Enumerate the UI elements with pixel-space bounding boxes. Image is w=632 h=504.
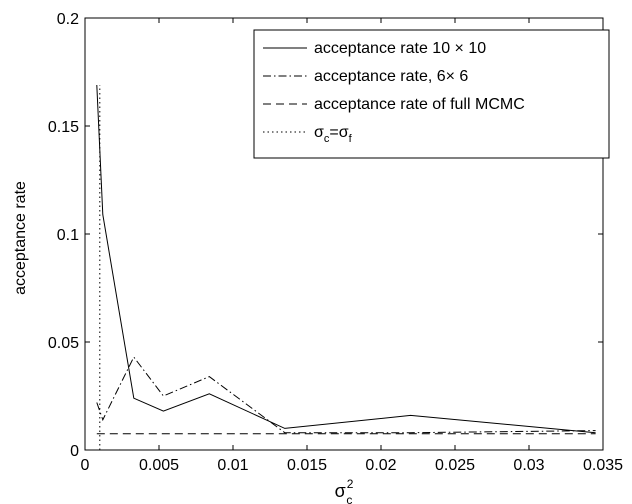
x-tick-label: 0.015 [287, 457, 327, 474]
y-axis-label: acceptance rate [12, 181, 29, 295]
legend-label-10x10: acceptance rate 10 × 10 [314, 40, 486, 57]
y-tick-label: 0.15 [48, 119, 79, 136]
y-tick-label: 0.05 [48, 335, 79, 352]
y-tick-label: 0.1 [57, 227, 79, 244]
axis-ticks: 0 0.005 0.01 0.015 0.02 0.025 0.03 0.035 0 0.05 0.… [48, 11, 623, 474]
x-tick-label: 0.03 [513, 457, 544, 474]
x-axis-label-subscript: c [346, 493, 352, 504]
x-axis-label-symbol: σ [335, 481, 346, 501]
series-lines [96, 84, 596, 450]
x-tick-label: 0.005 [139, 457, 179, 474]
series-line-0 [96, 84, 596, 434]
legend-label-6x6: acceptance rate, 6× 6 [314, 68, 468, 85]
x-axis-label: σ2 c [335, 477, 354, 504]
y-tick-label: 0 [70, 443, 79, 460]
legend-label-sigma: σc=σf [314, 124, 353, 145]
x-tick-label: 0 [81, 457, 90, 474]
legend-box [253, 29, 610, 159]
legend: acceptance rate 10 × 10 acceptance rate,… [253, 29, 610, 159]
x-tick-label: 0.035 [583, 457, 623, 474]
x-tick-label: 0.01 [217, 457, 248, 474]
x-tick-label: 0.025 [435, 457, 475, 474]
legend-label-full-mcmc: acceptance rate of full MCMC [314, 96, 525, 113]
x-axis-label-superscript: 2 [347, 477, 354, 491]
y-tick-label: 0.2 [57, 11, 79, 28]
x-tick-label: 0.02 [365, 457, 396, 474]
series-line-1 [96, 356, 596, 434]
plot-frame [84, 17, 604, 451]
